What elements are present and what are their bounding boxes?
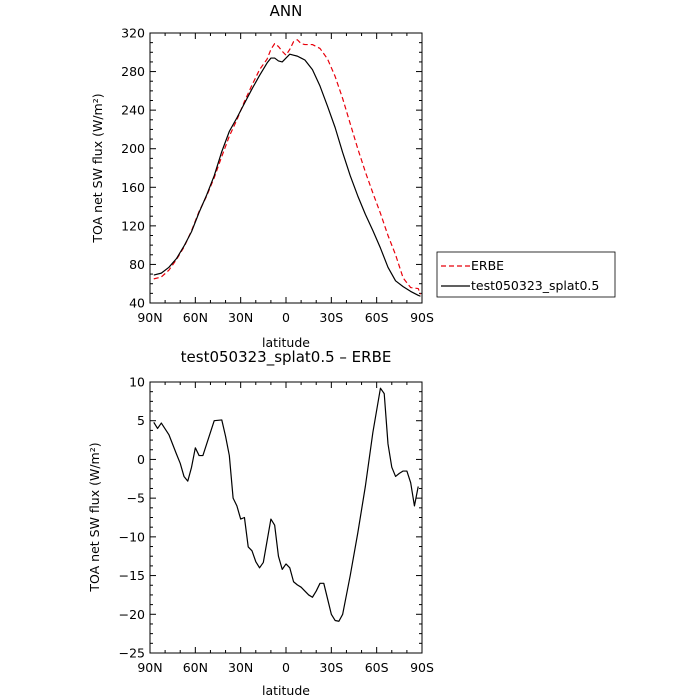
top-ticks: 90N 60N 30N 0 30S 60S 90S 40 80 120 160 200 240 280 32…: [121, 26, 434, 326]
top-xtick-label: 30S: [319, 310, 343, 325]
bottom-xlabel: latitude: [262, 683, 310, 698]
top-xlabel: latitude: [262, 335, 310, 350]
legend-box: [436, 251, 616, 298]
bottom-ytick-label: −5: [127, 491, 145, 506]
top-ytick-label: 160: [121, 180, 145, 195]
bottom-ytick-label: −10: [119, 529, 145, 544]
top-ytick-label: 240: [121, 103, 145, 118]
bottom-ytick-label: 10: [129, 375, 145, 390]
top-series-line-1: [153, 53, 421, 297]
top-ytick-label: 80: [129, 257, 145, 272]
top-xtick-label: 60S: [365, 310, 389, 325]
top-panel: ANN 90N 60N 30N 0 30S 60S 90S 40 80 120 160 200 240 2…: [90, 2, 434, 350]
bottom-xtick-label: 0: [282, 660, 290, 675]
bottom-xtick-label: 60N: [183, 660, 208, 675]
top-plot-frame: [149, 32, 423, 304]
bottom-ytick-label: −25: [119, 646, 145, 661]
bottom-panel: test050323_splat0.5 – ERBE 90N 60N 30N 0 30S…: [87, 348, 434, 698]
top-xtick-label: 0: [282, 310, 290, 325]
top-series-line-0: [153, 39, 422, 295]
bottom-xtick-label: 90N: [137, 660, 162, 675]
top-xtick-label: 90S: [410, 310, 434, 325]
bottom-plot-area: [153, 387, 419, 622]
bottom-chart-title: test050323_splat0.5 – ERBE: [181, 348, 392, 367]
top-ylabel: TOA net SW flux (W/m²): [90, 93, 105, 243]
bottom-ytick-label: 5: [137, 413, 145, 428]
top-ytick-label: 280: [121, 64, 145, 79]
legend-label-erbe: ERBE: [471, 258, 504, 273]
legend-label-model: test050323_splat0.5: [471, 278, 599, 293]
top-plot-area: [153, 39, 422, 297]
legend: ERBE test050323_splat0.5: [436, 251, 616, 298]
top-ytick-label: 40: [129, 296, 145, 311]
bottom-xtick-label: 60S: [365, 660, 389, 675]
bottom-plot-frame: [149, 381, 423, 654]
top-xtick-label: 60N: [183, 310, 208, 325]
top-ytick-label: 320: [121, 26, 145, 41]
top-xtick-label: 30N: [228, 310, 253, 325]
top-chart-title: ANN: [270, 2, 303, 20]
top-ytick-label: 120: [121, 218, 145, 233]
top-xtick-label: 90N: [137, 310, 162, 325]
top-ytick-label: 200: [121, 141, 145, 156]
bottom-ytick-label: 0: [137, 452, 145, 467]
bottom-xtick-label: 30S: [319, 660, 343, 675]
bottom-xtick-label: 90S: [410, 660, 434, 675]
bottom-ytick-label: −20: [119, 607, 145, 622]
bottom-ytick-label: −15: [119, 568, 145, 583]
bottom-ylabel: TOA net SW flux (W/m²): [87, 442, 102, 592]
bottom-xtick-label: 30N: [228, 660, 253, 675]
bottom-series-line-0: [153, 387, 419, 622]
